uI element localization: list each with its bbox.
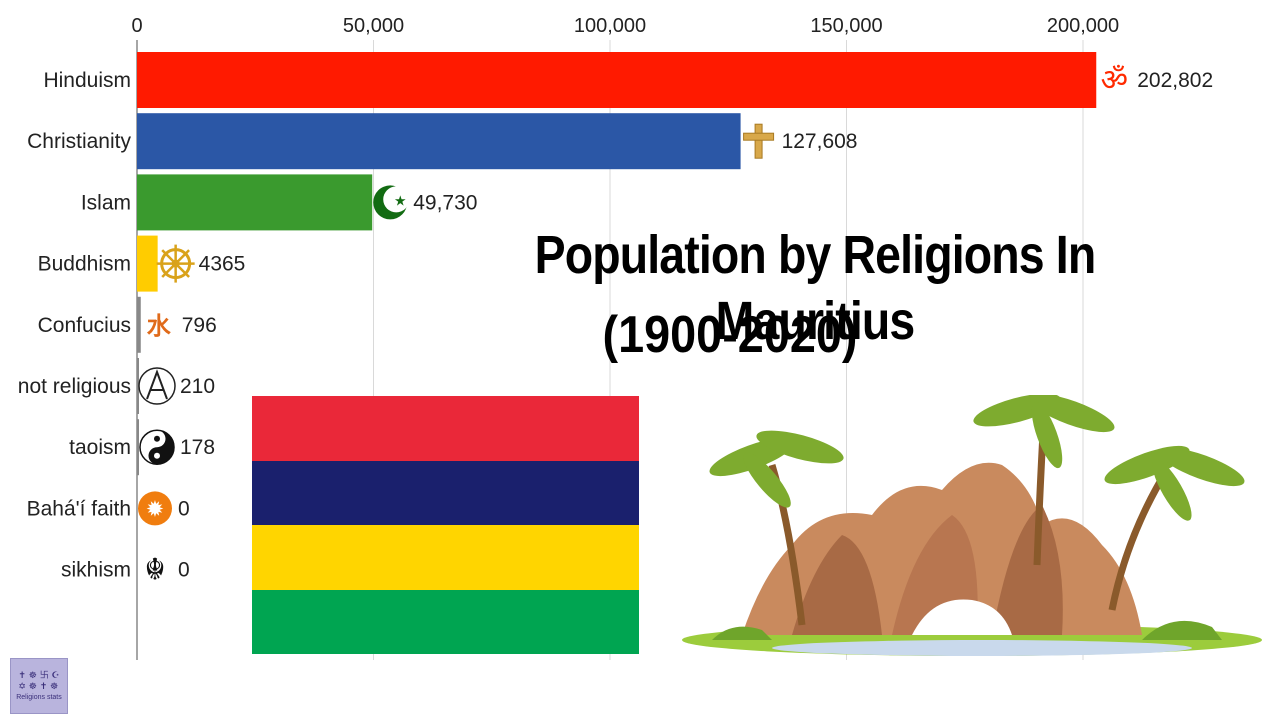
category-label: Buddhism: [38, 253, 131, 276]
x-tick-label: 200,000: [1047, 15, 1119, 37]
confucius-icon: 水: [147, 312, 172, 340]
mauritius-flag: [252, 396, 639, 654]
religion-icons: ॐ ★ 水 ✹ ☬: [138, 63, 1128, 588]
bar: [137, 52, 1097, 108]
x-tick-label: 100,000: [574, 15, 646, 37]
value-label: 178: [180, 436, 215, 459]
value-label: 796: [182, 314, 217, 337]
category-label: taoism: [69, 436, 131, 459]
flag-stripe-red: [252, 396, 639, 461]
bar: [137, 113, 741, 170]
dharma-wheel-icon: [156, 244, 195, 283]
svg-text:☬: ☬: [144, 553, 165, 588]
x-tick-label: 150,000: [810, 15, 882, 37]
flag-stripe-yellow: [252, 525, 639, 590]
flag-stripe-green: [252, 589, 639, 654]
bahai-star-icon: ✹: [138, 491, 172, 526]
island-illustration: [682, 395, 1262, 656]
category-label: Islam: [81, 191, 131, 214]
bar: [137, 358, 139, 414]
bar: [137, 419, 139, 476]
svg-text:★: ★: [394, 193, 407, 209]
khanda-icon: ☬: [144, 553, 165, 588]
flag-stripe-blue: [252, 460, 639, 525]
logo-symbols-icon: ✝ ☸ 卐 ☪ ✡ ☸ ✝ ☸: [18, 670, 60, 692]
om-icon: ॐ: [1101, 63, 1128, 98]
atheism-icon: [138, 367, 176, 405]
bar: [137, 296, 141, 353]
bar: [137, 235, 158, 292]
category-label: Christianity: [27, 130, 131, 153]
x-axis-ticks: 0 50,000 100,000 150,000 200,000: [131, 15, 1119, 37]
yin-yang-icon: [139, 429, 175, 465]
category-label: Hinduism: [43, 69, 131, 92]
crescent-star-icon: ★: [373, 185, 410, 220]
value-label: 0: [178, 559, 190, 582]
value-label: 127,608: [782, 130, 858, 153]
value-label: 4365: [199, 253, 246, 276]
x-tick-label: 0: [131, 15, 142, 37]
value-labels: 202,802 127,608 49,730 4365 796 210 178 0 0: [178, 69, 1213, 582]
bar: [137, 174, 373, 231]
logo-text: Religions stats: [16, 693, 62, 701]
svg-text:ॐ: ॐ: [1101, 63, 1128, 98]
value-label: 0: [178, 497, 190, 520]
religions-stats-logo: ✝ ☸ 卐 ☪ ✡ ☸ ✝ ☸ Religions stats: [10, 658, 68, 714]
x-tick-label: 50,000: [343, 15, 404, 37]
category-label: Bahá'í faith: [27, 497, 131, 520]
chart-title: Population by Religions In Mauritius: [534, 225, 1097, 351]
bars: [137, 52, 1097, 476]
svg-text:水: 水: [147, 312, 172, 340]
category-labels: Hinduism Christianity Islam Buddhism Confuci…: [18, 69, 132, 582]
chart-subtitle: (1900-2020): [602, 306, 858, 364]
value-label: 49,730: [413, 191, 477, 214]
category-label: not religious: [18, 375, 131, 398]
category-label: sikhism: [61, 559, 131, 582]
cross-icon: [743, 123, 775, 159]
value-label: 210: [180, 375, 215, 398]
value-label: 202,802: [1137, 69, 1213, 92]
category-label: Confucius: [38, 314, 131, 337]
svg-text:✹: ✹: [146, 497, 164, 522]
